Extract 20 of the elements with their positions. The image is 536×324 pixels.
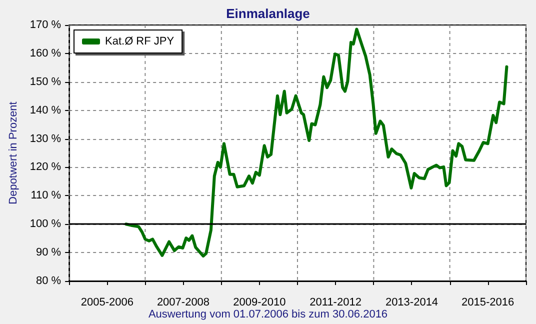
chart-title: Einmalanlage: [226, 6, 310, 21]
y-tick-label: 110 %: [30, 190, 62, 202]
y-tick-label: 160 %: [30, 47, 62, 60]
y-axis-title: Depotwert in Prozent: [8, 102, 20, 204]
x-tick-label: 2005-2006: [80, 296, 134, 308]
y-tick-label: 100 %: [30, 218, 62, 230]
y-tick-label: 130 %: [30, 132, 62, 145]
x-tick-label: 2013-2014: [385, 296, 438, 308]
x-tick-label: 2011-2012: [310, 296, 362, 308]
y-tick-label: 170 %: [30, 19, 62, 31]
x-tick-label: 2009-2010: [233, 296, 286, 308]
x-tick-label: 2007-2008: [156, 296, 210, 308]
y-tick-label: 120 %: [30, 161, 62, 174]
y-tick-label: 90 %: [36, 246, 62, 259]
x-tick-label: 2015-2016: [462, 296, 514, 308]
legend-label: Kat.Ø RF JPY: [105, 36, 175, 48]
y-tick-label: 150 %: [30, 76, 62, 88]
y-tick-label: 80 %: [36, 275, 62, 287]
y-tick-label: 140 %: [30, 104, 62, 116]
text: Auswertung vom 01.07.2006 bis zum 30.06.2016: [148, 308, 388, 320]
